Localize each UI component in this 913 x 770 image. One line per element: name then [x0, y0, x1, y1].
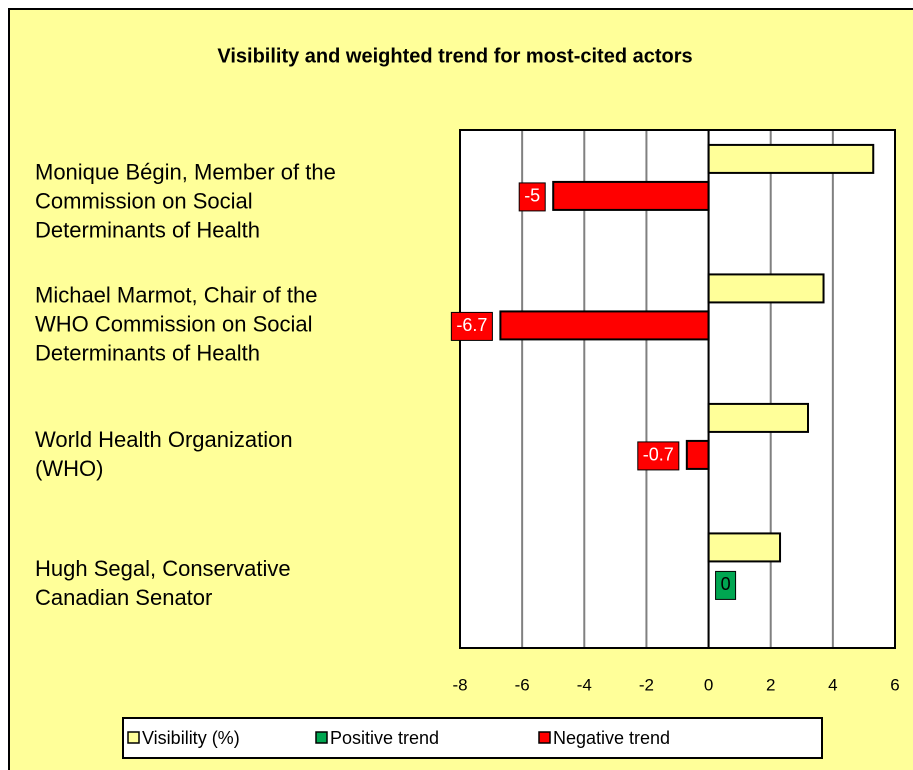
- data-label-box: [715, 570, 737, 600]
- data-label: 0: [721, 574, 731, 594]
- legend-swatch: [315, 731, 328, 744]
- data-label: -0.7: [643, 445, 674, 465]
- legend-swatch: [127, 731, 140, 744]
- x-tick-label: -4: [577, 675, 592, 694]
- plot-area: [460, 130, 895, 648]
- data-label-box: [518, 182, 546, 212]
- legend-label: Visibility (%): [142, 728, 240, 748]
- x-tick-label: -6: [515, 675, 530, 694]
- bar: [685, 439, 710, 470]
- x-tick-label: -2: [639, 675, 654, 694]
- legend-label: Negative trend: [553, 728, 670, 748]
- data-label: -6.7: [456, 315, 487, 335]
- bar: [707, 143, 875, 174]
- bar: [707, 402, 809, 433]
- x-tick-label: 0: [704, 675, 713, 694]
- data-label-box: [450, 311, 493, 341]
- x-tick-label: -8: [452, 675, 467, 694]
- x-tick-label: 2: [766, 675, 775, 694]
- x-tick-label: 4: [828, 675, 837, 694]
- bar: [499, 310, 710, 341]
- category-label: World Health Organization (WHO): [35, 426, 293, 481]
- bar: [707, 532, 782, 563]
- bar: [552, 180, 710, 211]
- chart-title: Visibility and weighted trend for most-c…: [217, 45, 692, 67]
- x-tick-label: 6: [890, 675, 899, 694]
- category-label: Monique Bégin, Member of the Commission …: [35, 159, 336, 243]
- legend-swatch: [538, 731, 551, 744]
- data-label-box: [637, 441, 680, 471]
- data-label: -5: [524, 186, 540, 206]
- category-label: Michael Marmot, Chair of the WHO Commiss…: [35, 282, 318, 366]
- bar: [707, 273, 825, 304]
- legend-label: Positive trend: [330, 728, 439, 748]
- category-label: Hugh Segal, Conservative Canadian Senato…: [35, 556, 291, 611]
- legend: [122, 717, 823, 759]
- plot-border: [459, 129, 896, 649]
